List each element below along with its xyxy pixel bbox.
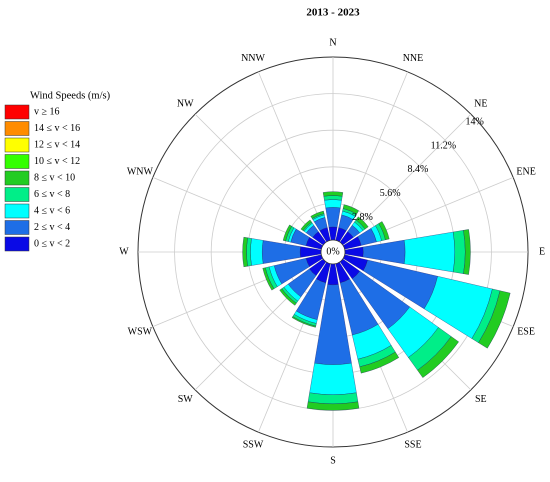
legend-swatch — [4, 137, 30, 153]
legend-title: Wind Speeds (m/s) — [30, 90, 111, 101]
spoke — [258, 71, 329, 242]
wedge-segment — [328, 226, 338, 241]
wedge-segment — [322, 191, 344, 197]
r-tick-label: 14% — [465, 116, 483, 127]
legend-label: 2 ≤ v < 4 — [34, 222, 70, 233]
wedge-segment — [310, 210, 325, 219]
center-hole — [320, 239, 346, 265]
legend-label: 4 ≤ v < 6 — [34, 205, 70, 216]
wedge-segment — [324, 199, 342, 209]
wedge-segment — [355, 216, 369, 230]
r-tick-label: 2.8% — [352, 212, 373, 223]
r-tick-label: 8.4% — [407, 164, 428, 175]
chart-title: 2013 - 2023 — [306, 7, 360, 19]
wedge-segment — [262, 267, 275, 291]
direction-label: NE — [474, 99, 487, 110]
direction-label: SW — [178, 394, 194, 405]
direction-label: NNE — [403, 53, 424, 64]
legend-label: 6 ≤ v < 8 — [34, 189, 70, 200]
legend-swatch — [4, 170, 30, 186]
wedge-segment — [478, 290, 511, 349]
wedge-segment — [378, 221, 390, 241]
legend-label: 14 ≤ v < 16 — [34, 123, 80, 134]
direction-label: ENE — [516, 166, 535, 177]
wedge-segment — [306, 401, 360, 411]
legend-label: v ≥ 16 — [34, 106, 60, 117]
wedge-segment — [325, 207, 341, 228]
wedge-segment — [242, 236, 248, 268]
legend-label: 10 ≤ v < 12 — [34, 156, 80, 167]
direction-label: NW — [177, 99, 194, 110]
legend-label: 8 ≤ v < 10 — [34, 172, 75, 183]
r-tick-label: 5.6% — [380, 188, 401, 199]
wedge-segment — [452, 230, 466, 274]
wedge-segment — [309, 362, 357, 395]
direction-label: E — [539, 246, 545, 257]
wedge-segment — [359, 351, 400, 374]
direction-label: S — [330, 455, 336, 466]
direction-label: SE — [475, 394, 487, 405]
wedge-segment — [342, 204, 359, 215]
direction-label: WSW — [128, 326, 153, 337]
legend-swatch — [4, 203, 30, 219]
wedge-segment — [300, 219, 312, 231]
legend-swatch — [4, 236, 30, 252]
wedge-segment — [262, 240, 301, 264]
wedge-segment — [403, 231, 455, 273]
wedge-segment — [323, 195, 343, 201]
wedge-segment — [282, 224, 292, 242]
legend-label: 0 ≤ v < 2 — [34, 238, 70, 249]
wedge-segment — [291, 316, 317, 328]
wedge-segment — [279, 288, 297, 306]
wedge-segment — [417, 336, 459, 378]
legend-swatch — [4, 104, 30, 120]
r-tick-label: 0% — [326, 246, 339, 257]
direction-label: N — [329, 37, 336, 48]
legend-swatch — [4, 187, 30, 202]
direction-label: WNW — [127, 166, 154, 177]
direction-label: SSW — [243, 439, 264, 450]
r-tick-label: 11.2% — [431, 140, 456, 151]
direction-label: W — [119, 246, 129, 257]
wedge-segment — [250, 238, 264, 266]
direction-label: NNW — [241, 53, 265, 64]
legend-label: 12 ≤ v < 14 — [34, 139, 80, 150]
legend-swatch — [4, 220, 30, 235]
direction-label: SSE — [404, 439, 421, 450]
legend-swatch — [4, 154, 30, 169]
wedge-segment — [463, 229, 471, 275]
spoke — [194, 113, 325, 244]
legend-swatch — [4, 121, 30, 136]
direction-label: ESE — [517, 326, 535, 337]
